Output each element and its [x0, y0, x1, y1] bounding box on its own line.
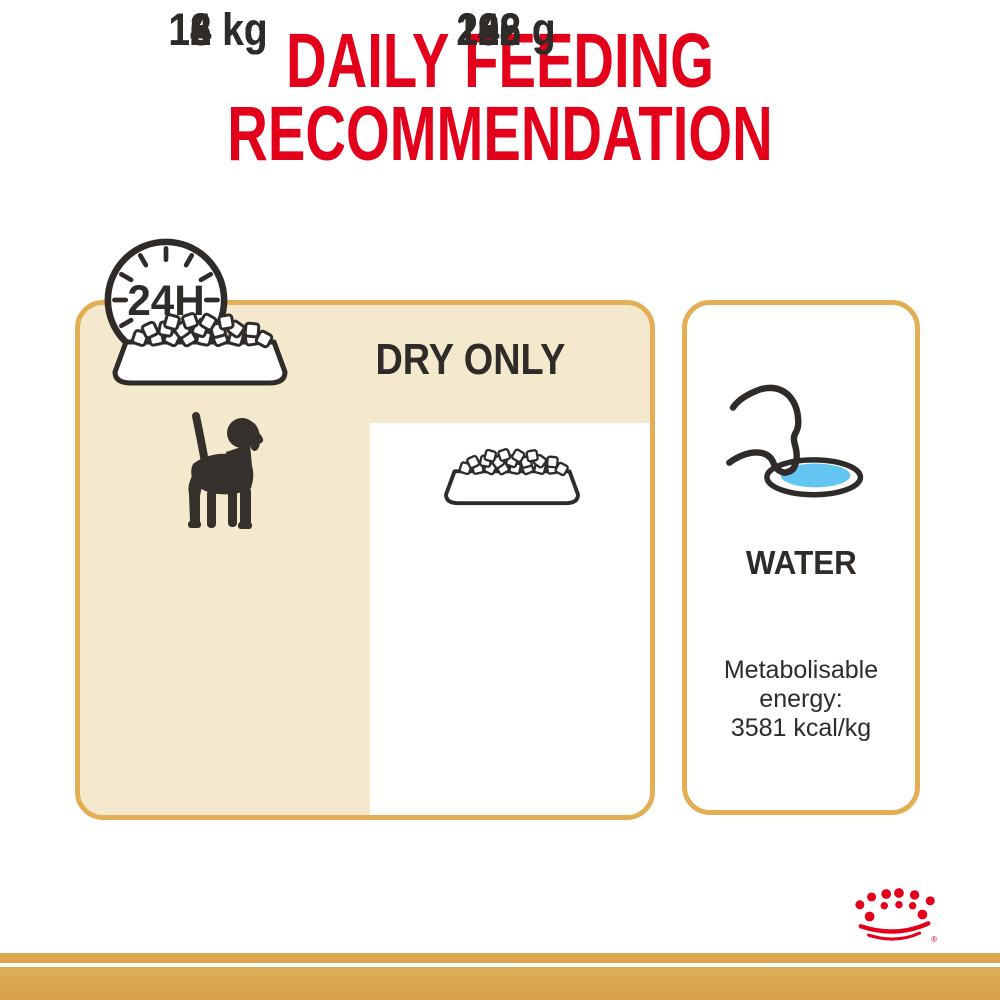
table-row: 14 kg 222 g — [75, 0, 655, 60]
dry-only-label: DRY ONLY — [375, 335, 565, 384]
metabolisable-energy: Metabolisable energy: 3581 kcal/kg — [682, 656, 920, 743]
dog-silhouette-icon — [188, 412, 264, 529]
crown-logo: ® — [855, 888, 937, 944]
registered-mark: ® — [931, 935, 937, 944]
page-title-line1: DAILY FEEDING — [286, 18, 714, 104]
water-panel — [682, 300, 920, 815]
amount-value: 198 g — [456, 4, 556, 55]
weight-value: 18 kg — [168, 4, 268, 55]
table-row: 16 kg 246 g — [75, 0, 655, 60]
amount-value: 246 g — [456, 4, 556, 55]
kibble-bowl-icon — [110, 312, 290, 397]
amount-value: 268 g — [456, 4, 556, 55]
dry-only-heading: DRY ONLY — [330, 335, 610, 385]
table-row: 18 kg 268 g — [75, 0, 655, 60]
kibble-bowl-icon — [442, 448, 582, 514]
weight-value: 12 kg — [168, 4, 268, 55]
amount-value: 222 g — [456, 4, 556, 55]
page-title: DAILY FEEDING RECOMMENDATION — [135, 18, 865, 177]
water-label: WATER — [745, 544, 857, 581]
energy-line: Metabolisable — [723, 656, 879, 684]
energy-line: 3581 kcal/kg — [730, 714, 872, 742]
weight-value: 16 kg — [168, 4, 268, 55]
table-row: 12 kg 198 g — [75, 0, 655, 60]
page-title-line2: RECOMMENDATION — [227, 91, 773, 177]
feeding-panel — [75, 300, 655, 820]
dog-drinking-water-icon — [726, 384, 864, 498]
energy-line: energy: — [759, 685, 843, 713]
water-heading: WATER — [682, 546, 920, 580]
gold-band — [0, 953, 1000, 1000]
weight-value: 14 kg — [168, 4, 268, 55]
